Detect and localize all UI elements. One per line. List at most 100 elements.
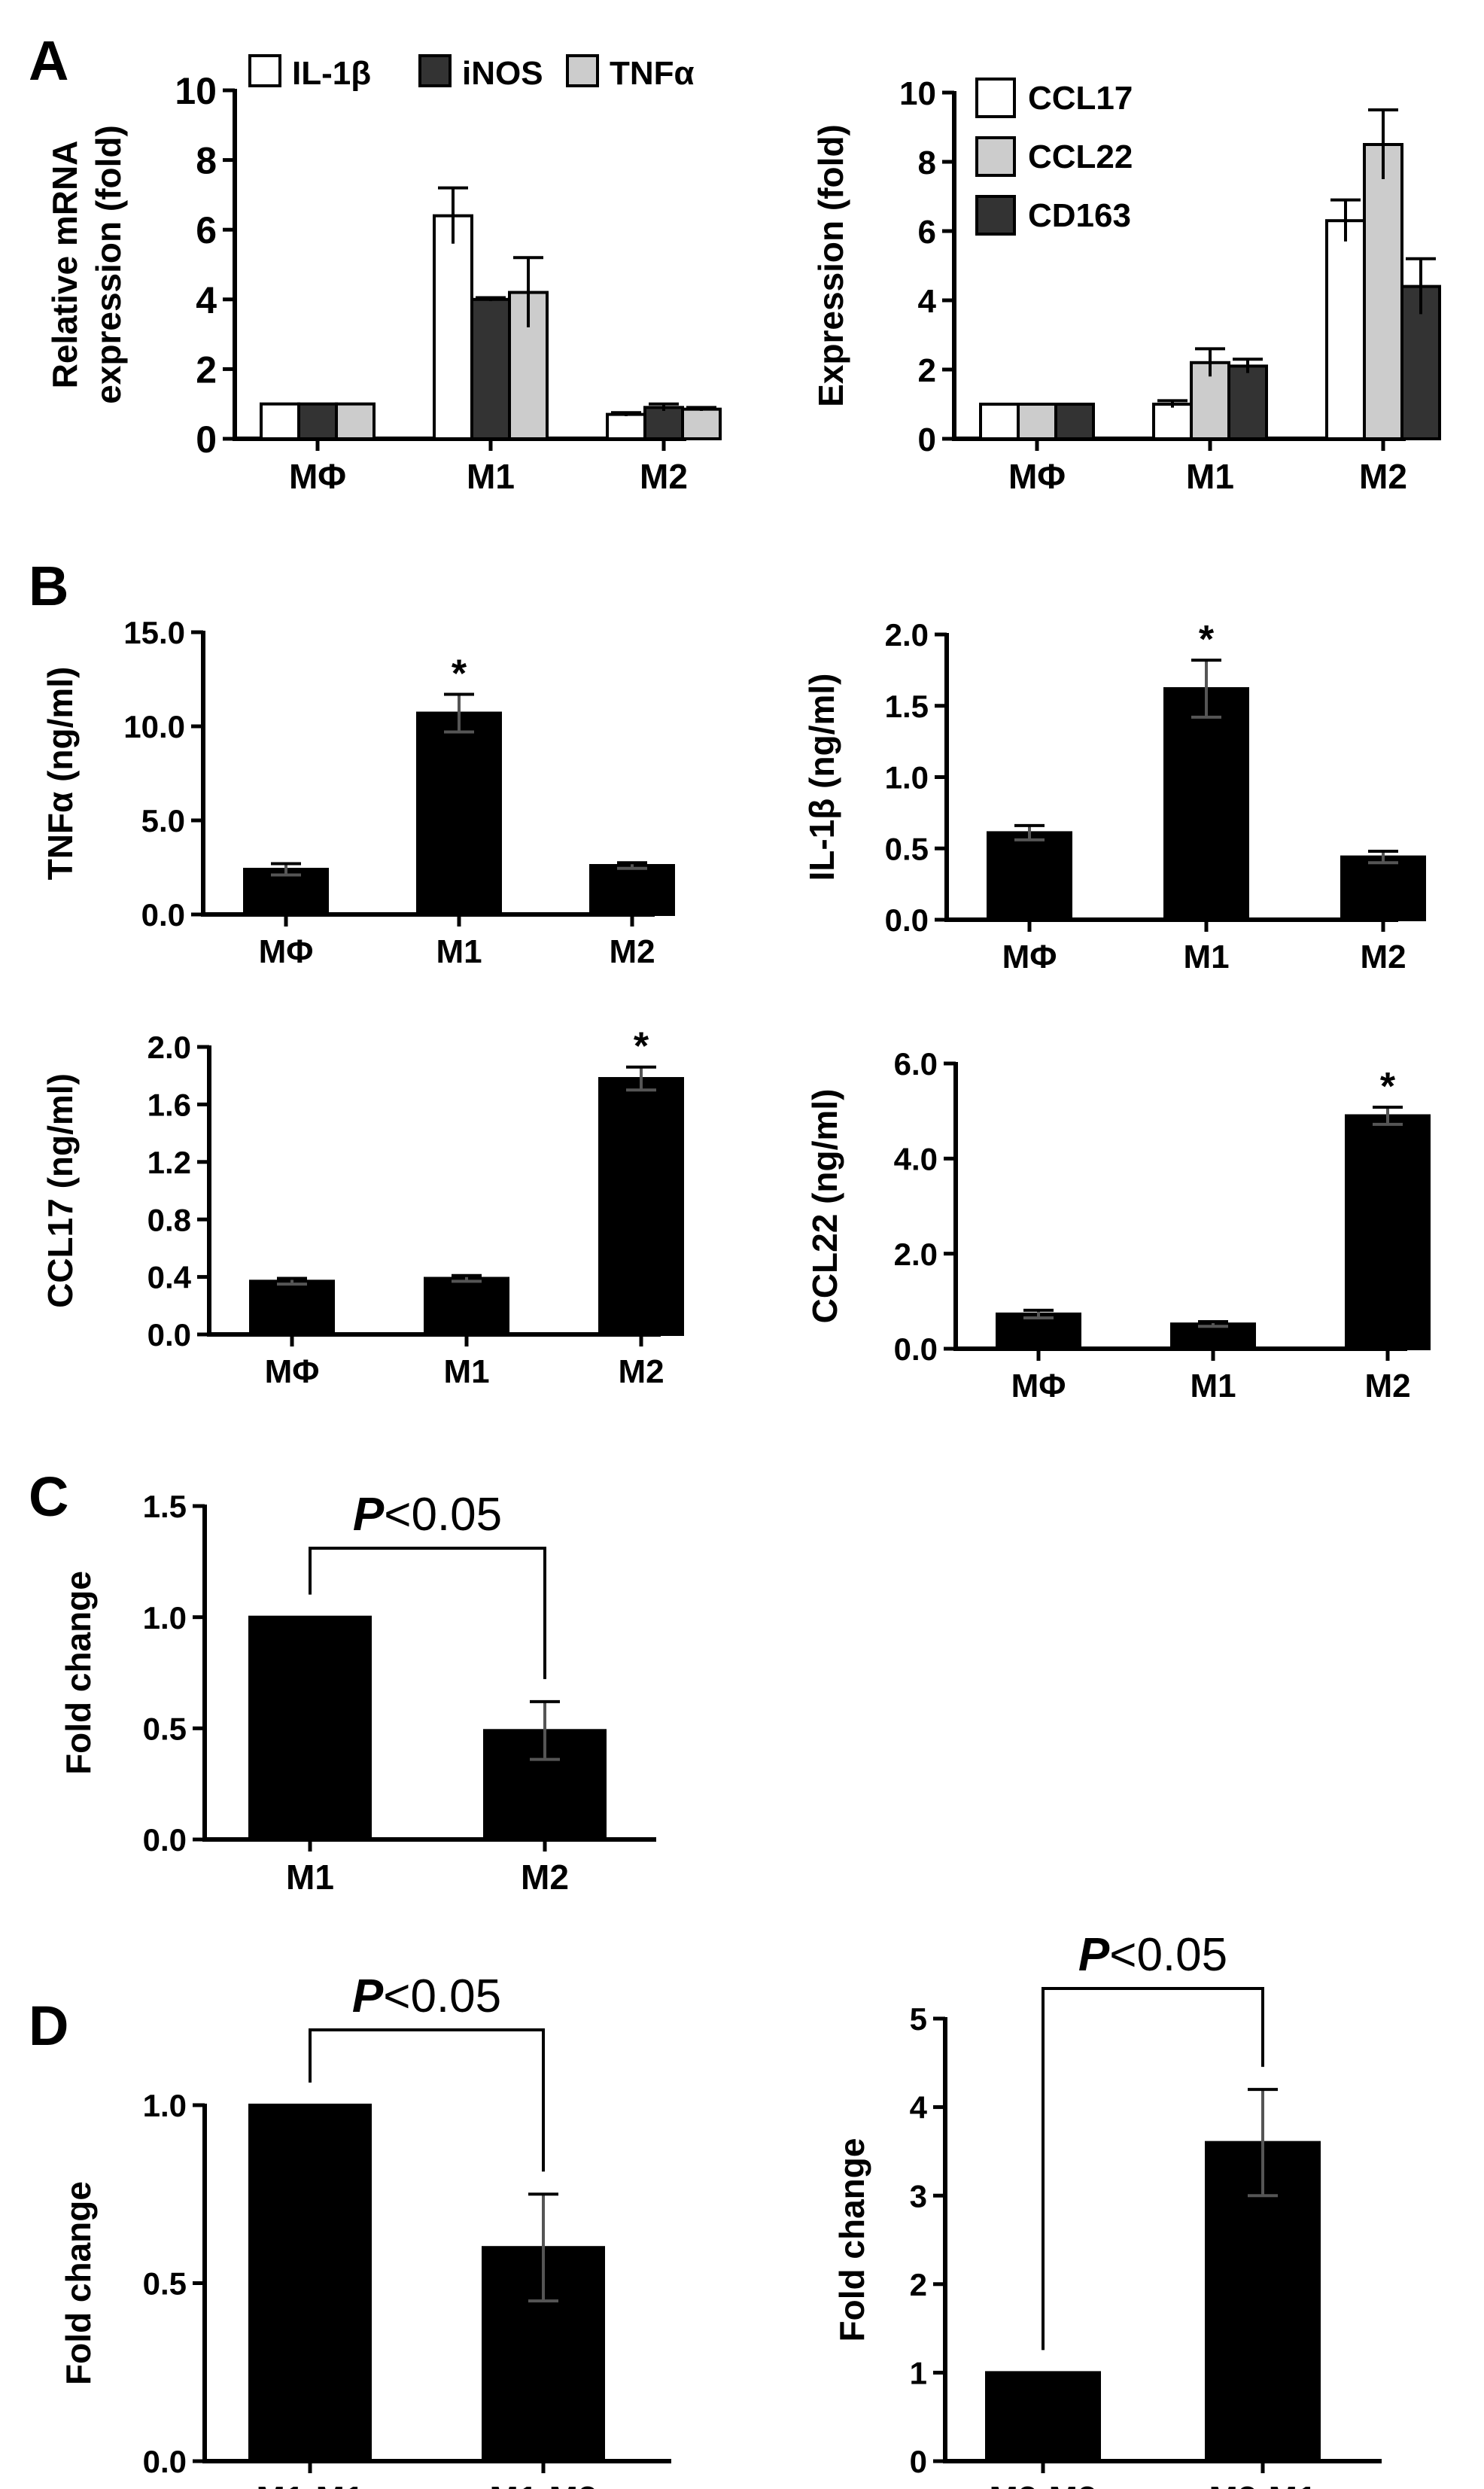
bar <box>1345 1114 1431 1350</box>
y-tick-label: 1.0 <box>885 760 929 796</box>
significance-star: * <box>1380 1065 1396 1109</box>
x-tick-label: M1 <box>1183 939 1229 975</box>
y-axis-label: Fold change <box>832 2138 871 2342</box>
bar <box>985 2371 1101 2463</box>
bar <box>335 402 376 441</box>
y-tick-label: 0.5 <box>885 831 929 866</box>
y-tick-label: 2 <box>196 348 217 391</box>
y-tick-label: 0.5 <box>143 1711 187 1746</box>
x-tick-label: M2 <box>640 457 688 496</box>
x-tick-label: M2 <box>618 1353 664 1390</box>
p-value-label: P<0.05 <box>352 1970 501 2022</box>
y-tick-label: 0 <box>910 2444 927 2479</box>
y-axis-label: Fold change <box>59 1571 98 1775</box>
x-tick-label: M1 <box>443 1353 489 1390</box>
bar <box>1400 285 1441 440</box>
bar <box>248 2104 372 2463</box>
bar <box>987 831 1072 922</box>
y-tick-label: 4 <box>910 2090 928 2125</box>
legend-swatch <box>566 54 599 87</box>
y-tick-label: 4 <box>196 279 217 321</box>
chart-d1: 0.0 0.5 1.0 Fold change M1-M1 M1-M2 P<0.05 <box>59 1970 671 2489</box>
x-tick-label: M2 <box>1360 939 1406 975</box>
y-tick-label: 1.2 <box>147 1145 191 1180</box>
x-tick-label: M2 <box>521 1858 569 1897</box>
x-tick-label: M1 <box>1190 1368 1236 1404</box>
y-tick-label: 0.0 <box>147 1317 191 1353</box>
chart-b3: 0.0 0.4 0.8 1.2 1.6 2.0 CCL17 (ng/ml) MΦ M1 M2 * <box>41 1025 684 1390</box>
x-tick-label: MΦ <box>265 1353 320 1390</box>
y-tick-label: 4.0 <box>894 1141 938 1176</box>
y-axis-label: Fold change <box>59 2181 98 2385</box>
y-tick-label: 0.4 <box>147 1260 192 1295</box>
y-tick-label: 3 <box>910 2178 927 2214</box>
bar <box>1017 403 1057 440</box>
x-tick-label: M2-M2 <box>989 2479 1096 2489</box>
y-tick-label: 6 <box>918 214 936 251</box>
significance-bracket <box>1042 1987 1264 2351</box>
bar <box>1054 403 1095 440</box>
bar <box>1340 855 1426 921</box>
legend-swatch <box>975 195 1016 236</box>
chart-b2: 0.0 0.5 1.0 1.5 2.0 IL-1β (ng/ml) MΦ M1 M2 * <box>802 617 1426 975</box>
bar <box>643 406 684 441</box>
significance-bracket <box>309 1547 546 1679</box>
bar <box>297 402 338 441</box>
bar <box>1163 687 1249 921</box>
y-tick-label: 0.0 <box>141 897 185 933</box>
x-tick-label: M2-M1 <box>1209 2479 1316 2489</box>
y-tick-label: 0 <box>196 418 217 461</box>
x-tick-label: MΦ <box>289 457 346 496</box>
panel-letter-d: D <box>29 1995 69 2057</box>
y-tick-label: 2.0 <box>147 1030 191 1065</box>
bar <box>979 403 1020 440</box>
bar <box>1363 143 1403 440</box>
x-tick-label: MΦ <box>1011 1368 1066 1404</box>
y-tick-label: 6.0 <box>894 1046 938 1082</box>
y-tick-label: 2.0 <box>885 617 929 653</box>
x-tick-label: M1 <box>436 933 482 970</box>
y-tick-label: 1.5 <box>885 689 929 724</box>
y-tick-label: 0.8 <box>147 1202 191 1237</box>
chart-a2: 0 2 4 6 8 10 Expression (fold) MΦ M1 M2 CCL17 CCL22… <box>811 75 1441 496</box>
y-tick-label: 10.0 <box>123 709 185 744</box>
legend-label: CCL22 <box>1028 138 1133 175</box>
y-tick-label: 2 <box>910 2267 927 2302</box>
y-tick-label: 10 <box>899 75 936 112</box>
x-tick-label: MΦ <box>1002 939 1057 975</box>
bar <box>681 407 722 441</box>
p-value-label: P<0.05 <box>353 1489 502 1541</box>
bar <box>1325 219 1366 440</box>
x-tick-label: M1 <box>467 457 515 496</box>
y-tick-label: 15.0 <box>123 615 185 650</box>
y-tick-label: 6 <box>196 209 217 251</box>
x-tick-label: M2 <box>609 933 655 970</box>
significance-star: * <box>452 653 467 696</box>
bar <box>470 297 511 440</box>
legend-label: CCL17 <box>1028 80 1133 117</box>
y-axis-label: IL-1β (ng/ml) <box>802 674 841 881</box>
significance-bracket <box>309 2028 545 2172</box>
bar <box>424 1276 509 1337</box>
panel-letter-b: B <box>29 555 69 617</box>
y-tick-label: 0.0 <box>143 1822 187 1858</box>
y-tick-label: 1.0 <box>143 1600 187 1635</box>
y-tick-label: 8 <box>196 140 217 182</box>
y-tick-label: 10 <box>175 70 217 112</box>
bar <box>1227 364 1268 440</box>
y-axis-label: TNFα (ng/ml) <box>41 667 80 881</box>
legend-label: iNOS <box>462 55 543 92</box>
y-tick-label: 0.0 <box>894 1331 938 1367</box>
x-tick-label: M1-M1 <box>256 2479 363 2489</box>
bar <box>598 1077 684 1337</box>
x-tick-label: M1 <box>286 1858 334 1897</box>
y-tick-label: 1.0 <box>143 2088 187 2123</box>
legend-label: CD163 <box>1028 197 1131 234</box>
bar <box>416 711 502 916</box>
x-tick-label: MΦ <box>259 933 314 970</box>
y-tick-label: 0.0 <box>885 902 929 938</box>
y-axis-label: CCL22 (ng/ml) <box>805 1089 844 1324</box>
chart-a1: 0 2 4 6 8 10 Relative mRNA expression (fold) MΦ M… <box>45 54 722 496</box>
bar <box>606 412 646 441</box>
